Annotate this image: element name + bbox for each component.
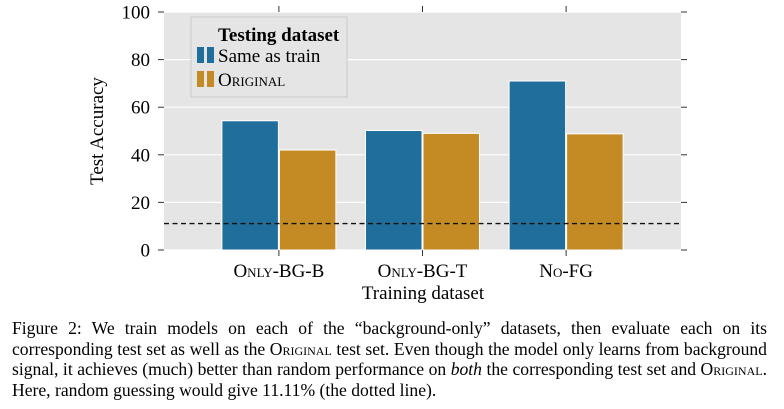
x-axis: Only-BG-B Only-BG-T No-FG (233, 6, 593, 282)
legend-swatch (207, 47, 214, 63)
bar (365, 130, 423, 251)
bar (422, 132, 480, 251)
x-tick-label: Only-BG-B (233, 261, 324, 282)
y-tick-label: 0 (141, 241, 151, 262)
caption-text: We train models on each of the “backgrou… (12, 318, 767, 359)
legend-swatch (197, 47, 204, 63)
y-axis-label: Test Accuracy (87, 77, 108, 185)
y-tick-label: 100 (122, 3, 151, 24)
caption-text: the corresponding test set and (481, 359, 701, 379)
caption-original: Original (269, 338, 332, 359)
legend-entry-label: Same as train (218, 46, 321, 67)
legend-title: Testing dataset (218, 25, 340, 46)
caption-text: . Here, random guessing would give 11.11… (12, 359, 767, 400)
legend-entry-label: Original (218, 70, 285, 91)
bar-chart: 0 20 40 60 80 100 Only-BG-B Only-BG-T No-FG Tes… (87, 3, 687, 304)
bar (508, 80, 567, 251)
y-axis: 0 20 40 60 80 100 (122, 3, 687, 262)
caption-original: Original (700, 359, 763, 379)
bar (566, 133, 624, 251)
bars (221, 80, 624, 251)
caption-label: Figure 2: (12, 318, 82, 338)
x-axis-label: Training dataset (362, 283, 485, 304)
y-tick-label: 60 (131, 98, 150, 119)
x-tick-label: Only-BG-T (378, 261, 468, 282)
caption-text: test set. Even though the model only lea… (12, 338, 767, 380)
bar (221, 120, 279, 251)
legend-swatch (197, 71, 204, 87)
y-tick-label: 20 (131, 193, 150, 214)
legend-box (190, 16, 348, 98)
y-tick-label: 40 (131, 145, 150, 166)
legend-swatch (207, 71, 214, 87)
caption-emphasis: both (450, 359, 482, 379)
y-tick-label: 80 (131, 50, 150, 71)
bar (278, 149, 337, 251)
x-tick-label: No-FG (539, 261, 593, 282)
figure-caption: Figure 2: We train models on each of the… (12, 318, 767, 400)
